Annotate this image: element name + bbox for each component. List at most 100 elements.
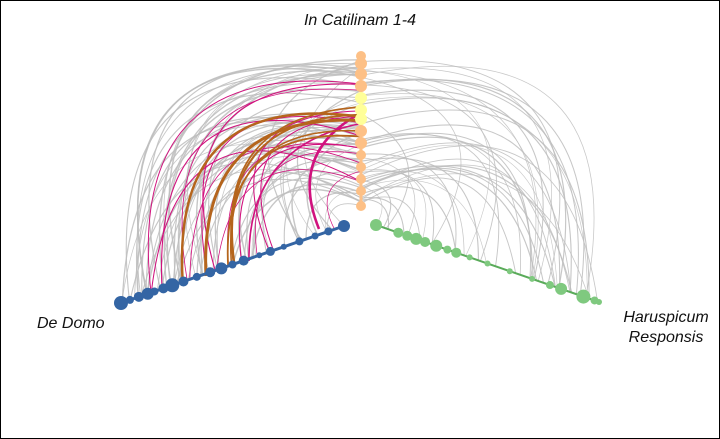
edge-highlight-magenta (181, 88, 362, 281)
left-axis-node (125, 295, 134, 304)
edge-highlight-brown (229, 129, 362, 265)
edge-right-top (360, 145, 598, 302)
left-axis-node (265, 246, 275, 256)
edge-highlight-magenta (255, 151, 362, 257)
edge-right-top (360, 78, 567, 289)
edge-left-top (148, 63, 362, 290)
edge-left-top (305, 192, 362, 240)
edge-highlight-brown (180, 112, 362, 282)
edge-right-top (360, 136, 533, 279)
edge-right-top (360, 164, 571, 292)
edge-right-top (360, 70, 537, 279)
edge-left-top (326, 203, 362, 232)
right-axis-node (555, 282, 568, 295)
edge-right-top (360, 89, 544, 280)
edge-highlight-magenta-strong (248, 122, 362, 262)
right-axis-node (443, 245, 452, 254)
edge-right-top (360, 165, 556, 287)
right-axis-node (529, 275, 536, 282)
edge-left-top (173, 155, 362, 285)
edge-highlight-brown-strong (204, 118, 362, 277)
top-axis-node (356, 174, 366, 184)
left-axis-node (158, 283, 169, 294)
edge-highlight-magenta (216, 169, 362, 271)
top-axis-node (355, 137, 367, 149)
left-axis-node (141, 287, 154, 300)
edge-left-top (280, 97, 362, 242)
edge-right-top (360, 167, 545, 283)
edge-right-top (360, 157, 479, 261)
left-axis-node (256, 252, 263, 259)
left-axis-node (228, 260, 237, 269)
edge-right-top (360, 173, 590, 299)
top-axis-node (356, 162, 366, 172)
edge-right-top (360, 179, 392, 228)
left-axis-node (215, 262, 228, 275)
left-axis-node (238, 255, 249, 266)
edge-right-top (360, 69, 490, 257)
edge-left-top (291, 158, 362, 242)
edge-right-top (360, 60, 561, 285)
top-axis-node (355, 92, 367, 104)
top-axis-node (355, 80, 367, 92)
right-axis-node (545, 281, 554, 290)
left-axis-node (295, 237, 304, 246)
top-axis-node (356, 201, 366, 211)
edge-highlight-brown (226, 134, 362, 267)
edge-right-top (360, 142, 572, 293)
edge-right-top (360, 197, 405, 235)
right-axis-node (484, 260, 491, 267)
edge-right-top (360, 65, 595, 298)
edge-left-top (121, 120, 362, 303)
top-axis-node (355, 113, 367, 125)
right-axis-node (393, 227, 404, 238)
right-axis-node (451, 247, 462, 258)
edge-left-top (121, 143, 362, 303)
left-axis-node (114, 296, 128, 310)
left-axis-node (311, 232, 319, 240)
edge-right-top (360, 133, 522, 275)
left-axis-node (324, 227, 333, 236)
edge-right-top (360, 97, 572, 293)
edge-left-top (251, 183, 362, 258)
edge-right-top (360, 198, 390, 230)
edge-right-top (360, 133, 500, 267)
left-axis-node (178, 276, 189, 287)
edge-right-top (360, 179, 487, 264)
right-axis-label-line2: Responsis (628, 329, 704, 346)
edge-right-top (360, 144, 558, 288)
edge-highlight-magenta (201, 116, 362, 274)
edge-left-top (187, 73, 362, 275)
edge-right-top (360, 170, 435, 245)
edge-right-top (360, 153, 457, 253)
right-axis-node (596, 299, 602, 305)
edge-right-top (360, 158, 556, 288)
top-axis-node (355, 57, 367, 70)
top-axis-node (356, 186, 366, 196)
right-axis-node (410, 232, 423, 245)
edge-highlight-magenta (147, 80, 362, 293)
edge-highlight-magenta (202, 83, 362, 271)
edge-highlight-magenta-strong (308, 111, 362, 230)
edge-right-top (360, 169, 427, 241)
edge-right-top (360, 113, 410, 229)
nodes (114, 51, 602, 310)
edge-right-top (360, 109, 590, 299)
edge-right-top (360, 177, 517, 274)
edge-right-top (360, 77, 462, 245)
edge-left-top (125, 77, 362, 301)
top-axis-node (356, 150, 366, 160)
edge-right-top (360, 196, 421, 241)
edge-left-top (166, 88, 362, 286)
top-axis-node (355, 104, 367, 116)
left-axis-node (338, 220, 350, 232)
top-axis-node (355, 68, 367, 80)
edge-left-top (168, 70, 362, 283)
right-axis-label: Haruspicum Responsis (613, 308, 719, 348)
left-axis-node (280, 243, 287, 250)
left-axis-label: De Domo (37, 315, 105, 332)
right-axis-node (370, 219, 382, 231)
highlighted-edges (147, 80, 362, 293)
